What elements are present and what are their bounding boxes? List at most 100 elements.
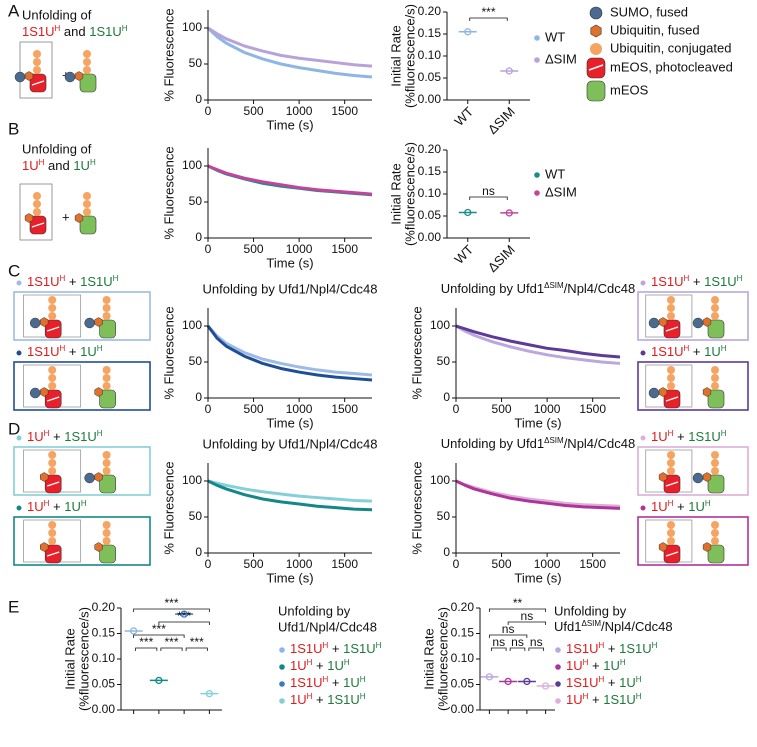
text-part: + <box>49 429 64 444</box>
x-tick-label: 1000 <box>286 402 313 416</box>
text-part: 1S1U <box>80 274 113 289</box>
chart-title: Unfolding by Ufd1/Npl4/Cdc48 <box>203 281 378 296</box>
text-part: + <box>65 344 80 359</box>
y-axis-label: (%fluorescence/s) <box>435 607 450 711</box>
ubiquitin-fused <box>702 317 712 327</box>
text-part: H <box>60 274 66 283</box>
x-tick-label: 1000 <box>286 104 313 118</box>
text-part: H <box>307 692 313 701</box>
legend-title: Unfolding by <box>554 603 627 618</box>
text-part: /Npl4/Cdc48 <box>564 436 636 451</box>
schematic-box <box>637 516 749 566</box>
legend-label: WT <box>545 166 565 181</box>
text-part: 1U <box>22 158 39 173</box>
text-part: H <box>90 158 96 167</box>
y-axis-label: Initial Rate <box>421 628 436 689</box>
ubiquitin-conjugated <box>48 529 57 537</box>
ubiquitin-conjugated <box>667 312 675 320</box>
ubiquitin-conjugated <box>102 459 111 467</box>
cleave-mark <box>31 80 45 86</box>
ubiquitin-fused <box>24 213 34 223</box>
sumo <box>29 387 41 399</box>
text-part: 1U <box>688 499 705 514</box>
legend-marker <box>640 435 646 441</box>
significance-bracket <box>185 647 208 651</box>
meos <box>707 319 725 339</box>
y-axis-label: Initial Rate <box>388 163 403 224</box>
sumo <box>648 317 660 329</box>
series-line <box>206 324 373 377</box>
x-axis-label: Time (s) <box>266 255 313 270</box>
ubiquitin-conjugated <box>48 382 57 390</box>
legend-marker <box>640 505 646 511</box>
legend-marker <box>16 280 22 286</box>
legend-marker <box>16 505 22 511</box>
text-part: 1S1U <box>619 641 652 656</box>
y-tick-label: 0.15 <box>418 26 442 40</box>
y-axis-label: % Fluorescence <box>161 306 176 399</box>
key-icon <box>590 24 602 38</box>
text-part: 1S1U <box>343 641 376 656</box>
text-part: + <box>689 274 704 289</box>
text-part: 1U <box>27 499 44 514</box>
sumo <box>648 387 660 399</box>
cleave-mark <box>31 222 45 228</box>
ubiquitin-fused <box>74 213 84 223</box>
sumo <box>84 317 95 329</box>
significance-label: ns <box>521 609 534 623</box>
cleave-mark <box>665 551 679 557</box>
ubiquitin-fused <box>658 387 668 397</box>
meos <box>707 389 725 409</box>
text-part: H <box>55 24 61 33</box>
text-part: H <box>721 429 727 438</box>
text-part: H <box>599 675 605 684</box>
x-tick-label: ΔSIM <box>485 104 518 137</box>
text-part: 1U <box>603 658 620 673</box>
significance-label: *** <box>190 635 204 649</box>
ubiquitin-conjugated <box>711 366 719 374</box>
ubiquitin-conjugated <box>711 296 719 304</box>
ubiquitin-fused <box>94 387 103 397</box>
x-tick-label: ΔSIM <box>485 242 518 275</box>
ubiquitin-conjugated <box>83 208 91 216</box>
rate-point <box>205 690 214 698</box>
text-part: 1S1U <box>290 641 323 656</box>
x-tick-label: 1000 <box>534 402 561 416</box>
significance-label: *** <box>152 622 166 636</box>
ubiquitin-conjugated <box>33 66 41 74</box>
legend-marker <box>555 698 561 704</box>
text-part: H <box>97 429 103 438</box>
key-icon <box>590 43 602 55</box>
ubiquitin-conjugated <box>102 451 111 459</box>
text-part: and <box>60 24 89 39</box>
ubiquitin-conjugated <box>711 537 719 545</box>
ubiquitin-fused <box>94 542 103 552</box>
ubiquitin-fused <box>94 317 103 327</box>
text-part: 1S1U <box>704 274 737 289</box>
y-tick-label: 50 <box>437 509 451 523</box>
ubiquitin-conjugated <box>48 459 57 467</box>
text-part: 1S1U <box>688 429 721 444</box>
ubiquitin-conjugated <box>48 467 57 475</box>
legend-title: Unfolding by <box>278 603 351 618</box>
x-tick-label: 500 <box>244 242 264 256</box>
schematic-box <box>13 446 151 496</box>
series-line <box>207 26 373 68</box>
ubiquitin-conjugated <box>102 312 111 320</box>
text-part: /Npl4/Cdc48 <box>601 619 673 634</box>
text-part: + <box>328 641 343 656</box>
legend-marker <box>279 647 285 653</box>
legend-marker <box>534 190 540 196</box>
ubiquitin-conjugated <box>667 521 675 529</box>
text-part: H <box>684 344 690 353</box>
text-part: 1S1U <box>566 675 599 690</box>
y-tick-label: 50 <box>437 354 451 368</box>
y-tick-label: 0.05 <box>92 677 116 691</box>
y-tick-label: 0.05 <box>418 208 442 222</box>
ubiquitin-conjugated <box>83 50 91 58</box>
schematic-box <box>13 361 151 411</box>
ubiquitin-conjugated <box>33 200 41 208</box>
meos <box>707 474 725 494</box>
text-part: 1U <box>64 499 81 514</box>
